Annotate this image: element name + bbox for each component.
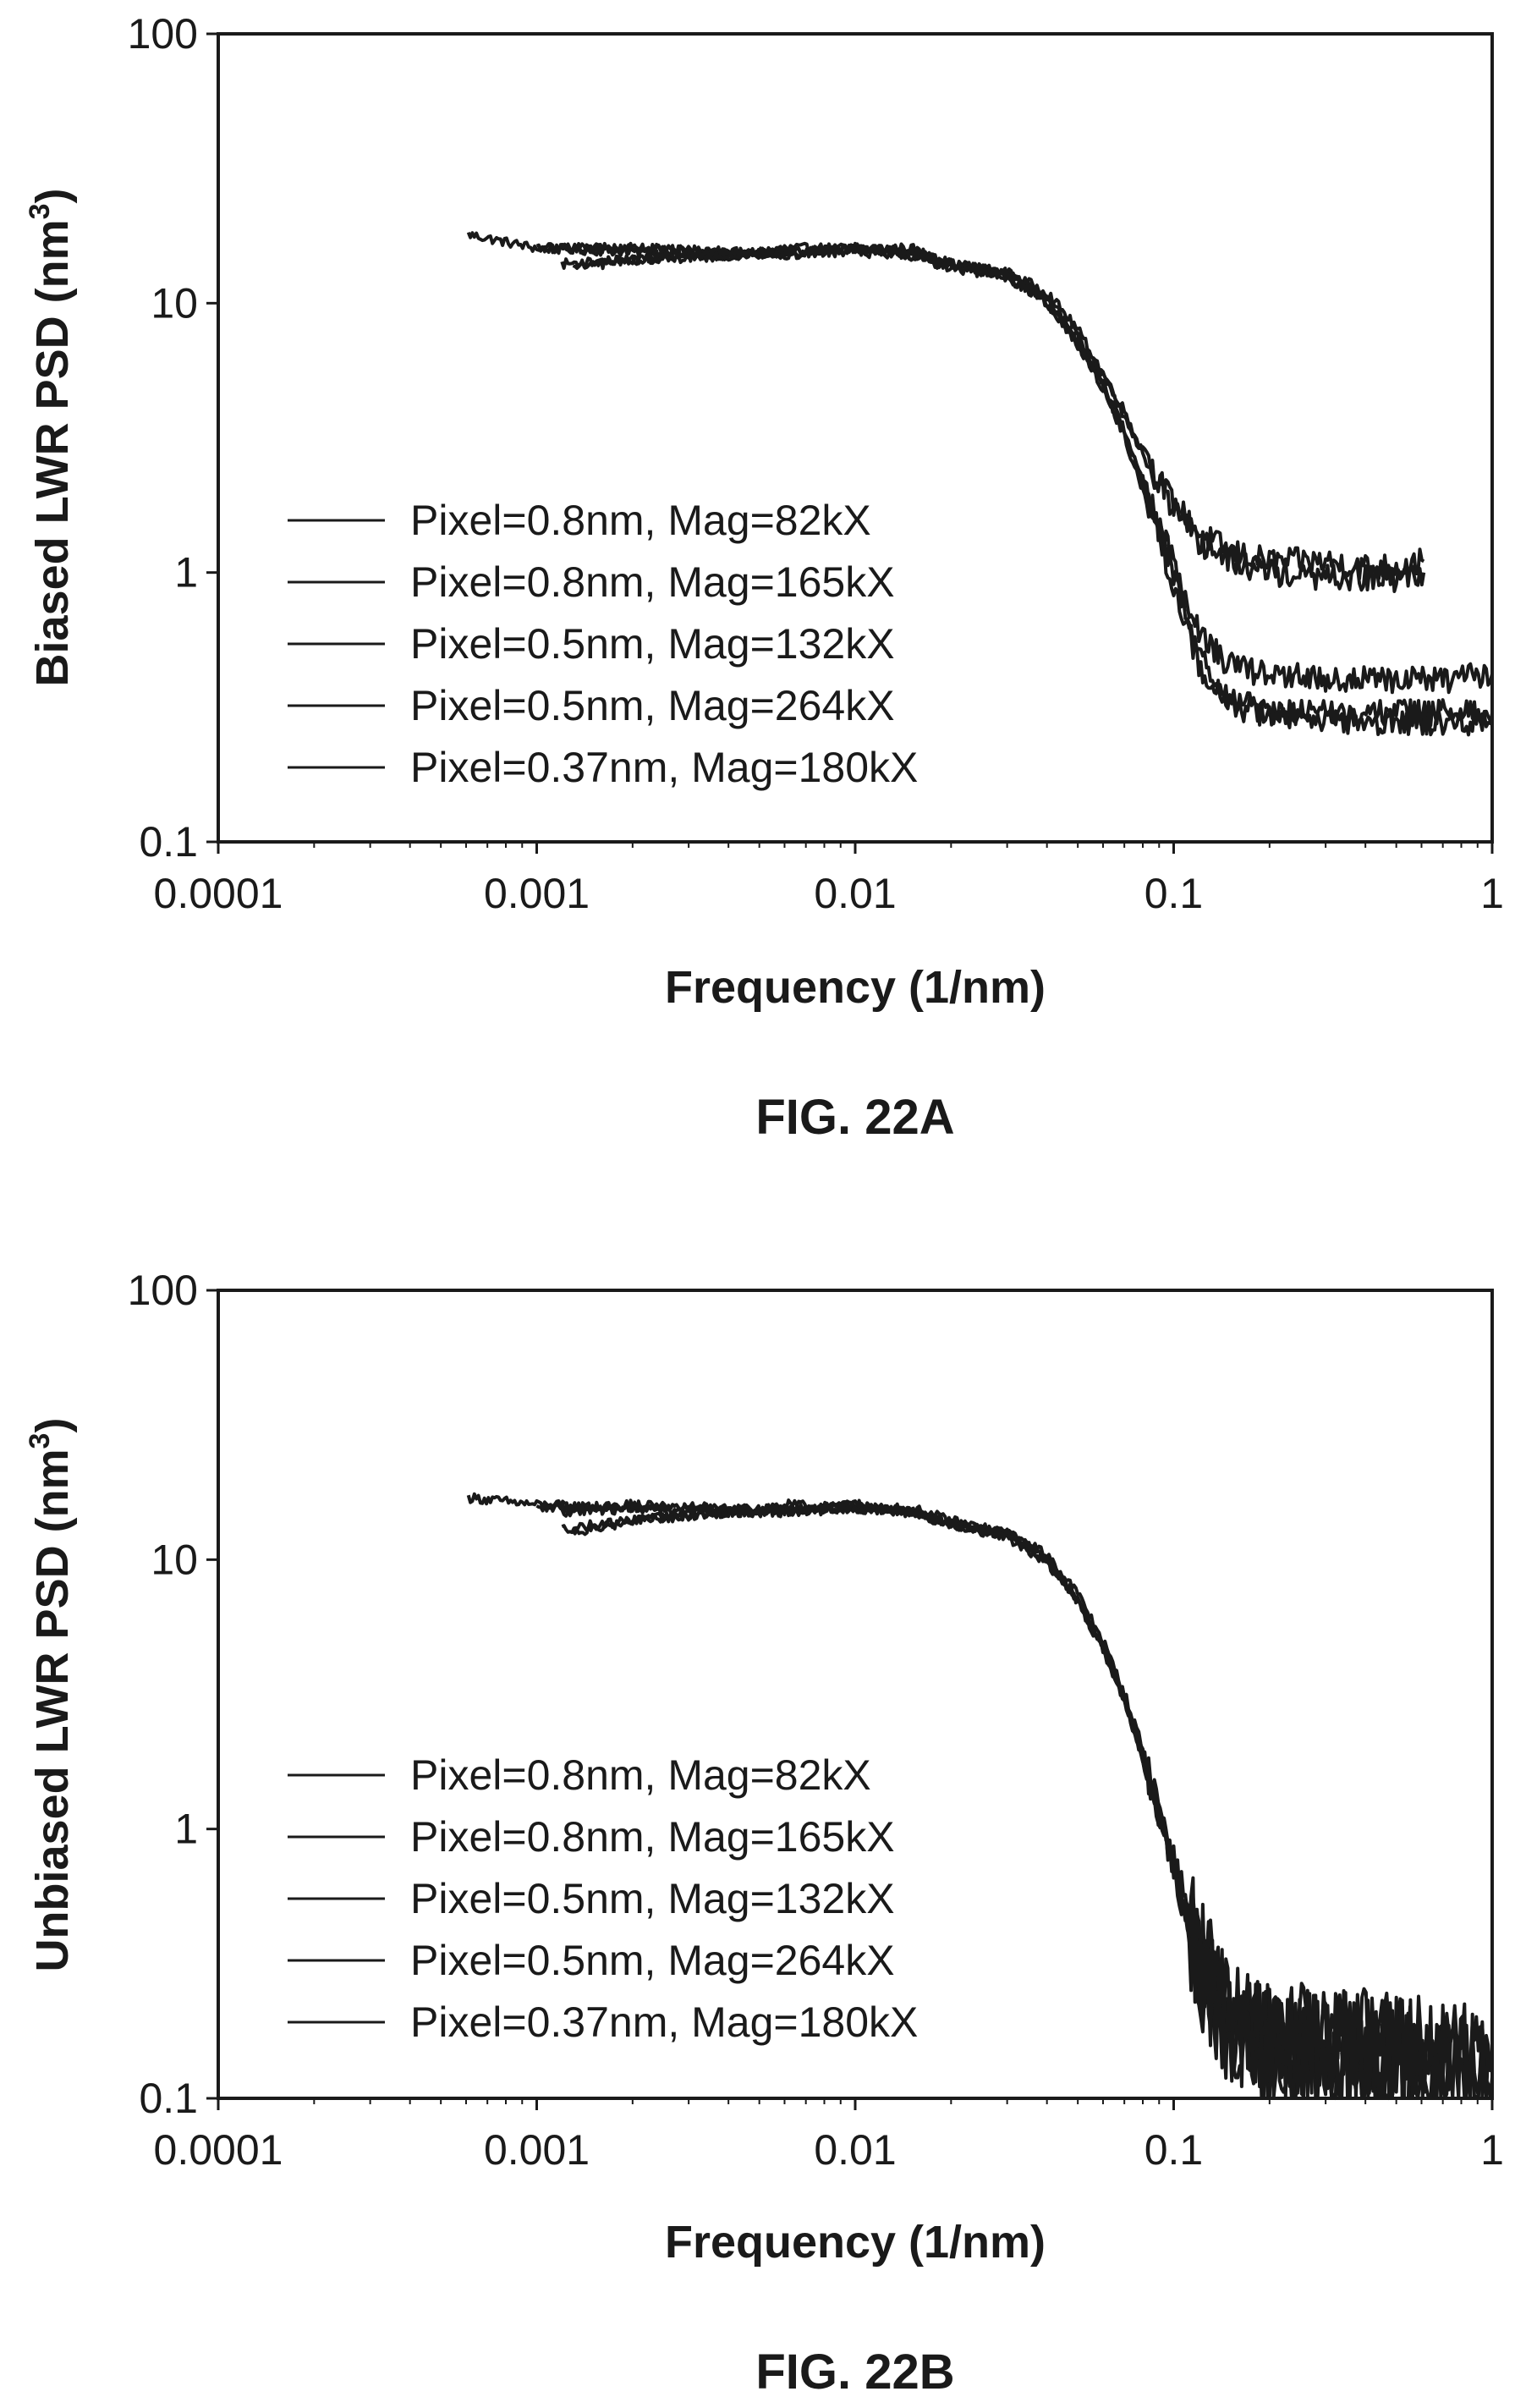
chart-22a-legend: Pixel=0.8nm, Mag=82kX Pixel=0.8nm, Mag=16… (288, 497, 918, 791)
chart-22b-ylabel: Unbiased LWR PSD (nm3) (24, 1418, 78, 1972)
chart-b-xtick-label: 0.0001 (154, 2126, 283, 2174)
chart-a-series-5 (560, 242, 1493, 737)
chart-a-xtick-label: 1 (1480, 870, 1504, 917)
chart-b-legend-label-2: Pixel=0.8nm, Mag=165kX (410, 1813, 895, 1861)
chart-a-ytick-label: 100 (128, 10, 198, 58)
chart-b-xtick-label: 0.1 (1144, 2126, 1204, 2174)
chart-b-xtick-label: 1 (1480, 2126, 1504, 2174)
chart-b-legend-label-1: Pixel=0.8nm, Mag=82kX (410, 1751, 871, 1799)
chart-22a-svg: 0.0001 0.001 0.01 0.1 1 0.1 1 10 100 Pixel=0.8nm… (24, 10, 1504, 1145)
chart-22a-caption: FIG. 22A (755, 1090, 954, 1145)
chart-22a-ticks: 0.0001 0.001 0.01 0.1 1 0.1 1 10 100 (128, 10, 1504, 917)
chart-22b-series-group (466, 1492, 1494, 2100)
chart-a-legend-label-2: Pixel=0.8nm, Mag=165kX (410, 558, 895, 606)
chart-a-ytick-label: 0.1 (139, 818, 198, 866)
chart-b-ytick-label: 100 (128, 1267, 198, 1314)
chart-22b-ylabel-end: ) (27, 1418, 78, 1433)
figure-22b: 0.0001 0.001 0.01 0.1 1 0.1 1 10 100 Pixel=0.8nm… (0, 1204, 1515, 2408)
chart-22a-ylabel-main: Biased LWR PSD (nm (27, 219, 78, 686)
chart-22b-ylabel-sup: 3 (24, 1433, 56, 1449)
chart-b-ytick-label: 1 (174, 1806, 198, 1853)
chart-a-legend-label-3: Pixel=0.5nm, Mag=132kX (410, 620, 895, 668)
chart-a-legend-label-4: Pixel=0.5nm, Mag=264kX (410, 682, 895, 729)
chart-a-xtick-label: 0.1 (1144, 870, 1204, 917)
chart-22a-ylabel-sup: 3 (24, 203, 56, 219)
chart-a-legend-label-1: Pixel=0.8nm, Mag=82kX (410, 497, 871, 544)
chart-22a-ylabel-end: ) (27, 189, 78, 204)
chart-22b-ylabel-main: Unbiased LWR PSD (nm (27, 1449, 78, 1971)
chart-22a-series-group (466, 231, 1494, 737)
chart-b-ytick-label: 10 (151, 1536, 198, 1583)
chart-a-ytick-label: 1 (174, 549, 198, 597)
chart-b-legend-label-5: Pixel=0.37nm, Mag=180kX (410, 1998, 918, 2046)
chart-b-series-5 (560, 1499, 1494, 2100)
chart-22a-xlabel: Frequency (1/nm) (665, 962, 1046, 1013)
chart-22b-ticks: 0.0001 0.001 0.01 0.1 1 0.1 1 10 100 (128, 1267, 1504, 2174)
figure-22a: 0.0001 0.001 0.01 0.1 1 0.1 1 10 100 Pixel=0.8nm… (24, 10, 1504, 1145)
chart-22b-legend: Pixel=0.8nm, Mag=82kX Pixel=0.8nm, Mag=16… (288, 1751, 918, 2046)
chart-a-ytick-label: 10 (151, 279, 198, 327)
chart-b-xtick-label: 0.001 (484, 2126, 590, 2174)
chart-22b-svg: 0.0001 0.001 0.01 0.1 1 0.1 1 10 100 Pixel=0.8nm… (24, 1267, 1504, 2400)
chart-a-xtick-label: 0.0001 (154, 870, 283, 917)
chart-a-legend-label-5: Pixel=0.37nm, Mag=180kX (410, 744, 918, 791)
chart-b-xtick-label: 0.01 (814, 2126, 896, 2174)
chart-b-legend-label-3: Pixel=0.5nm, Mag=132kX (410, 1875, 895, 1922)
chart-a-xtick-label: 0.01 (814, 870, 896, 917)
chart-b-legend-label-4: Pixel=0.5nm, Mag=264kX (410, 1937, 895, 1984)
chart-22b-caption: FIG. 22B (755, 2345, 954, 2400)
chart-a-xtick-label: 0.001 (484, 870, 590, 917)
chart-b-ytick-label: 0.1 (139, 2075, 198, 2122)
chart-22b-xlabel: Frequency (1/nm) (665, 2217, 1046, 2268)
chart-22a-ylabel: Biased LWR PSD (nm3) (24, 189, 78, 687)
